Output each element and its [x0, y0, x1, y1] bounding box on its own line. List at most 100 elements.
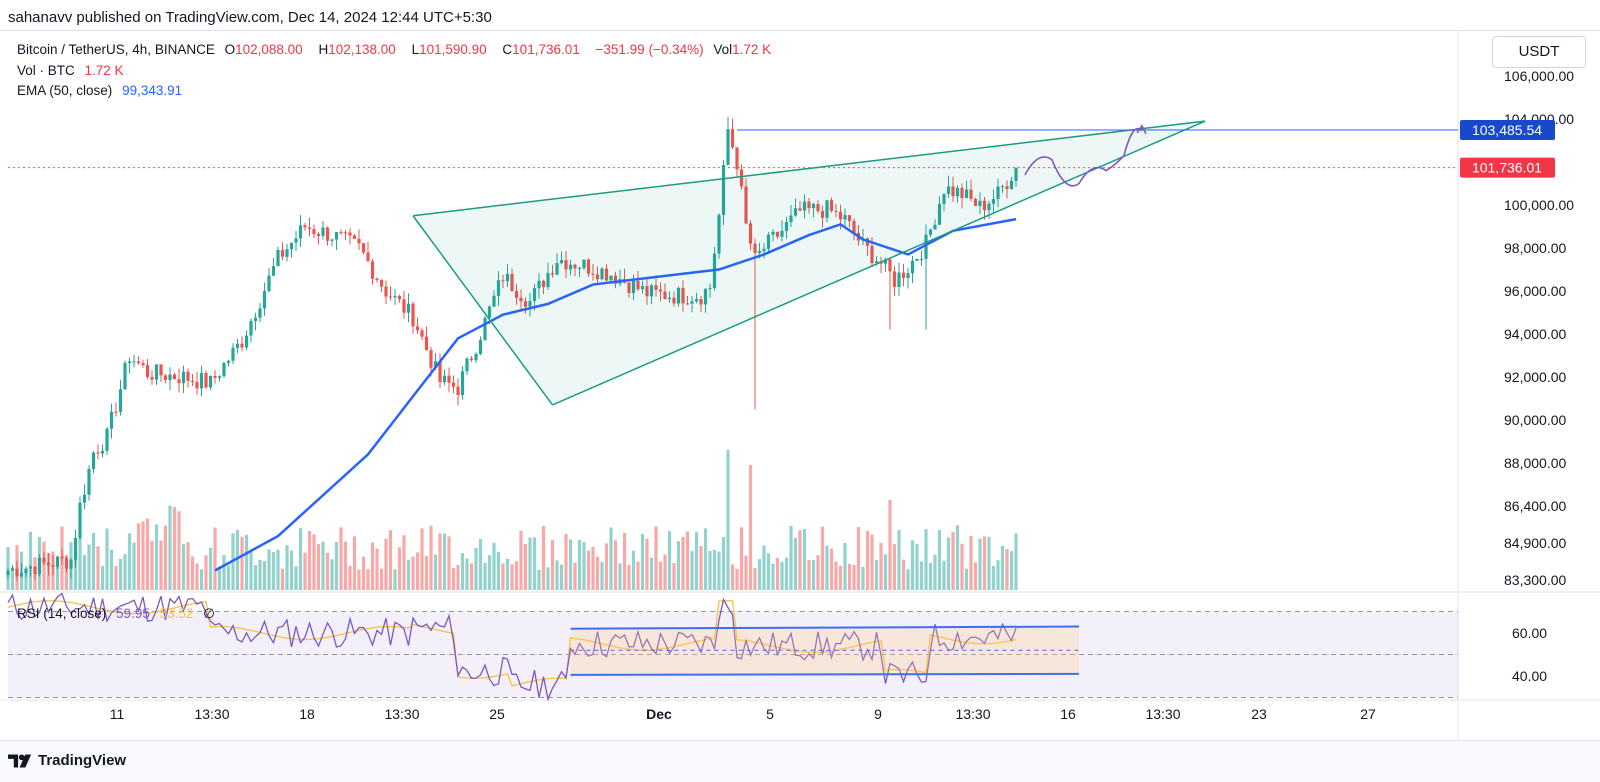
- price-candle: [235, 343, 240, 348]
- price-candle: [915, 259, 919, 261]
- volume-bar: [919, 561, 924, 590]
- price-candle: [438, 361, 442, 383]
- price-candle: [379, 280, 384, 287]
- price-candle: [784, 222, 789, 231]
- volume-bar: [1014, 533, 1018, 590]
- volume-bar: [195, 563, 199, 590]
- volume-bar: [757, 559, 762, 590]
- rsi-ma-line: [7, 600, 1017, 687]
- volume-bar: [109, 549, 114, 590]
- price-candle: [384, 286, 388, 297]
- volume-bar: [366, 568, 370, 590]
- tradingview-brand[interactable]: TradingView: [8, 752, 126, 769]
- price-candle: [285, 249, 289, 257]
- price-candle: [451, 382, 456, 387]
- price-candle: [82, 494, 87, 503]
- volume-bar: [694, 532, 699, 590]
- volume-bar: [861, 566, 865, 590]
- volume-bar: [168, 505, 172, 590]
- price-candle: [973, 198, 978, 206]
- volume-bar: [186, 542, 190, 590]
- volume-indicator-label[interactable]: Vol · BTC: [17, 63, 75, 78]
- volume-indicator-value: 1.72 K: [84, 63, 124, 78]
- volume-bar: [249, 550, 253, 590]
- price-candle: [838, 211, 843, 220]
- price-tick-label: 83,300.00: [1504, 572, 1566, 588]
- symbol-label[interactable]: Bitcoin / TetherUS, 4h, BINANCE: [17, 42, 215, 57]
- volume-bar: [51, 551, 55, 590]
- ema-legend: EMA (50, close) 99,343.91: [17, 83, 188, 98]
- volume-bar: [676, 541, 681, 590]
- price-candle: [906, 273, 910, 279]
- price-candle: [249, 320, 253, 336]
- volume-bar: [28, 531, 33, 590]
- price-candle: [199, 373, 204, 389]
- volume-bar: [1000, 545, 1005, 590]
- volume-bar: [784, 557, 789, 590]
- price-candle: [699, 299, 703, 305]
- currency-button[interactable]: USDT: [1492, 36, 1586, 68]
- change-value: −351.99 (−0.34%): [595, 42, 704, 57]
- price-candle: [280, 249, 285, 257]
- price-candle: [613, 275, 618, 284]
- price-candle: [294, 238, 298, 243]
- price-candle: [568, 264, 573, 270]
- volume-bar: [775, 557, 780, 590]
- price-candle: [559, 260, 564, 264]
- price-candle: [154, 364, 159, 380]
- time-tick-label: 5: [766, 706, 774, 722]
- price-candle: [586, 259, 591, 274]
- price-candle: [546, 273, 550, 288]
- price-candle: [433, 361, 438, 368]
- volume-bar: [645, 538, 649, 590]
- volume-bar: [271, 552, 276, 590]
- price-candle: [708, 287, 712, 290]
- price-candle: [127, 361, 132, 364]
- volume-bar: [555, 560, 559, 590]
- volume-bar: [573, 562, 577, 590]
- time-tick-label: 27: [1360, 706, 1376, 722]
- volume-bar: [370, 542, 375, 590]
- volume-bar: [240, 536, 244, 590]
- price-candle: [276, 249, 280, 267]
- volume-bar: [550, 540, 555, 590]
- price-candle: [780, 230, 784, 237]
- volume-bar: [906, 569, 910, 590]
- price-candle: [739, 169, 744, 187]
- vol-label: Vol: [713, 42, 733, 57]
- price-candle: [636, 280, 640, 290]
- volume-bar: [523, 544, 528, 590]
- volume-bar: [289, 550, 294, 590]
- price-chart[interactable]: 106,000.00104,000.00100,000.0098,000.009…: [0, 30, 1600, 740]
- price-candle: [834, 210, 838, 212]
- volume-bar: [996, 560, 1000, 590]
- volume-bar: [834, 561, 838, 590]
- price-candle: [402, 299, 406, 313]
- price-candle: [753, 243, 757, 254]
- volume-bar: [181, 544, 186, 590]
- price-candle: [136, 361, 141, 364]
- volume-bar: [946, 537, 951, 590]
- price-candle: [411, 303, 415, 327]
- price-candle: [150, 376, 154, 380]
- volume-bar: [42, 541, 46, 590]
- price-candle: [73, 538, 78, 560]
- volume-bar: [816, 555, 820, 590]
- ema-label[interactable]: EMA (50, close): [17, 83, 113, 98]
- price-candle: [96, 452, 100, 454]
- volume-bar: [681, 536, 685, 590]
- price-candle: [352, 235, 357, 239]
- price-candle: [537, 280, 541, 289]
- price-candle: [339, 232, 343, 234]
- volume-bar: [316, 544, 321, 590]
- time-tick-label: 13:30: [384, 706, 419, 722]
- price-candle: [1005, 186, 1009, 189]
- price-candle: [996, 186, 1000, 200]
- volume-bar: [78, 538, 82, 590]
- tradingview-logo-icon: [8, 754, 32, 767]
- price-candle: [195, 382, 199, 389]
- price-candle: [564, 260, 568, 270]
- time-tick-label: 13:30: [1145, 706, 1180, 722]
- price-candle: [474, 353, 478, 361]
- rsi-label[interactable]: RSI (14, close): [17, 606, 107, 621]
